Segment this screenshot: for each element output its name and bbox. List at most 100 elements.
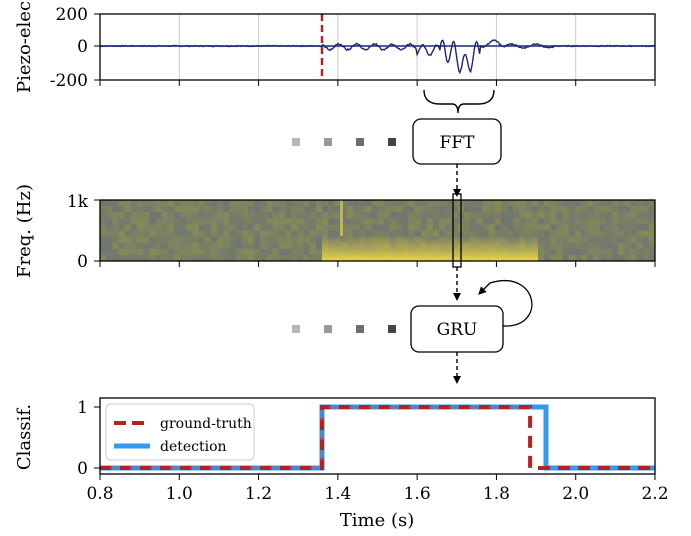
spectrogram-cell [155, 254, 163, 262]
spectrogram-cell [488, 212, 496, 219]
spectrogram-cell [254, 248, 261, 256]
spectrogram-cell [439, 212, 446, 219]
spectrogram-cell [426, 200, 434, 207]
spectrogram-cell [285, 242, 292, 250]
spectrogram-cell [130, 236, 138, 244]
spectrogram-cell [581, 242, 588, 250]
spectrogram-cell [371, 218, 378, 225]
spectrogram-cell [186, 224, 193, 231]
spectrogram-cell [648, 236, 656, 244]
spectrogram-cell [112, 230, 119, 237]
spectrogram-cell [100, 230, 107, 237]
gru-label: GRU [437, 320, 478, 340]
spectrogram-cell [100, 206, 107, 213]
spectrogram-cell [611, 224, 619, 231]
spectrogram-cell [562, 224, 570, 231]
spectrogram-cell [167, 254, 175, 262]
spectrogram-cell [266, 248, 274, 256]
spectrogram-cell [235, 254, 243, 262]
spectrogram-cell [408, 206, 415, 213]
spectrogram-cell [463, 218, 471, 225]
spectrogram-cell [297, 254, 304, 262]
spectrogram-cell [544, 236, 551, 244]
spectrogram-cell [587, 206, 594, 213]
spectrogram-cell [648, 212, 656, 219]
spectrogram-cell [272, 212, 280, 219]
spectrogram-cell [149, 200, 156, 207]
spectrogram-cell [155, 200, 163, 207]
spectrogram-cell [266, 254, 274, 262]
signal-panel: 200 0 -200 Piezo-elec [14, 1, 656, 93]
spectrogram-cell [118, 224, 126, 231]
spectrogram-cell [500, 224, 508, 231]
spectrogram-cell [272, 230, 280, 237]
spectrogram-cell [303, 254, 311, 262]
spectrogram-cell [346, 200, 354, 207]
spectrogram-cell [476, 230, 483, 237]
spectrogram-cell [544, 254, 551, 262]
spectrogram-cell [451, 200, 459, 207]
spectrogram-cell [593, 200, 600, 207]
spectrogram-cell [611, 254, 619, 262]
spectrogram-cell [605, 224, 613, 231]
spectrogram-cell [550, 254, 557, 262]
spectrogram-cell [624, 230, 631, 237]
spectrogram-cell [599, 206, 607, 213]
spectrogram-cell [309, 230, 317, 237]
spectrogram-cell [137, 242, 144, 250]
spectrogram-cell [124, 200, 132, 207]
spectrogram-cell [167, 248, 175, 256]
spectrogram-cell [433, 230, 440, 237]
spectrogram-cell [192, 206, 200, 213]
spectrogram-cell [186, 200, 193, 207]
spectrogram-cell [137, 212, 144, 219]
spectrogram-cell [291, 212, 298, 219]
spectrogram-cell [260, 248, 267, 256]
spectrogram-cell [278, 218, 286, 225]
spectrogram-cell [618, 254, 625, 262]
spectrogram-cell [605, 206, 613, 213]
spectrogram-cell [130, 224, 138, 231]
spectrogram-cell [297, 242, 304, 250]
spectrogram-cell [562, 218, 570, 225]
spectrogram-cell [624, 206, 631, 213]
spectrogram-cell [618, 242, 625, 250]
spectrogram-cell [593, 242, 600, 250]
spectrogram-cell [556, 242, 563, 250]
spectrogram-cell [155, 218, 163, 225]
spectrogram-cell [562, 212, 570, 219]
spectrogram-cell [174, 248, 181, 256]
spectrogram-cell [488, 224, 496, 231]
spectrogram-cell [525, 218, 533, 225]
spectrogram-cell [482, 206, 489, 213]
classifier-ytick-1: 1 [77, 398, 88, 418]
spectrogram-cell [371, 206, 378, 213]
spectrogram-cell [408, 212, 415, 219]
spectrogram-cell [229, 242, 237, 250]
spectrogram-cell [143, 230, 150, 237]
spectrogram-cell [537, 242, 545, 250]
spectrogram-cell [519, 212, 526, 219]
spectrogram-cell [278, 248, 286, 256]
spectrogram-cell [161, 254, 169, 262]
spectrogram-cell [340, 218, 348, 225]
spectrogram-cell [389, 218, 397, 225]
spectrogram-cell [272, 206, 280, 213]
spectrogram-cell [630, 254, 637, 262]
spectrogram-cell [470, 212, 477, 219]
spectrogram-cell [254, 218, 261, 225]
spectrogram-cell [334, 212, 341, 219]
spectrogram-cell [396, 218, 403, 225]
spectrogram-cell [593, 236, 600, 244]
spectrogram-cell [223, 254, 230, 262]
spectrogram-cell [642, 200, 650, 207]
spectrogram-cell [124, 242, 132, 250]
spectrogram-cell [118, 212, 126, 219]
spectrogram-cell [155, 236, 163, 244]
spectrogram-cell [174, 206, 181, 213]
spectrogram-cell [272, 224, 280, 231]
spectrogram-cell [241, 248, 249, 256]
spectrogram-cell [581, 218, 588, 225]
spectrogram-cell [544, 242, 551, 250]
spectrogram-cell [340, 212, 348, 219]
